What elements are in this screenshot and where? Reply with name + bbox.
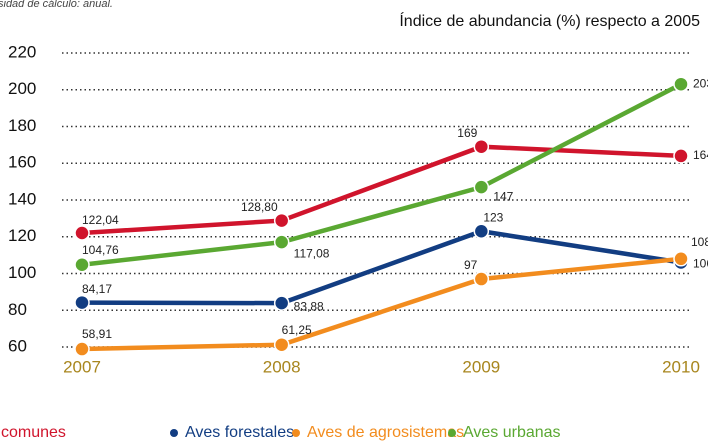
legend-label: Aves forestales xyxy=(185,424,294,441)
data-point xyxy=(74,225,90,241)
data-label: 106 xyxy=(693,257,708,271)
y-tick-label: 140 xyxy=(8,189,36,208)
data-point xyxy=(673,148,689,164)
y-tick-label: 160 xyxy=(8,153,36,172)
y-tick-label: 180 xyxy=(8,116,36,135)
data-label: 123 xyxy=(483,210,503,224)
data-label: 58,91 xyxy=(82,327,112,341)
data-point xyxy=(473,223,490,239)
data-label: 117,08 xyxy=(294,246,330,260)
data-label: 108 xyxy=(691,235,708,249)
data-label: 84,17 xyxy=(82,282,112,296)
y-tick-label: 120 xyxy=(8,226,36,245)
x-tick-label: 2009 xyxy=(462,357,500,376)
x-tick-label: 2010 xyxy=(662,357,700,376)
data-point xyxy=(473,179,490,195)
data-point xyxy=(273,336,290,353)
data-point xyxy=(273,295,290,311)
series-line xyxy=(81,256,682,352)
series-line xyxy=(81,228,682,306)
x-tick-label: 2007 xyxy=(63,357,101,376)
series-line xyxy=(81,82,683,267)
legend-label: Aves urbanas xyxy=(463,424,561,441)
data-label: 61,25 xyxy=(282,323,312,337)
data-label: 104,76 xyxy=(82,243,119,257)
data-point xyxy=(473,138,490,155)
legend-marker xyxy=(292,429,300,437)
data-label: 164 xyxy=(693,148,708,162)
data-point xyxy=(74,294,90,311)
y-tick-label: 100 xyxy=(8,263,36,282)
data-label: 122,04 xyxy=(82,213,119,227)
data-point xyxy=(74,341,90,357)
legend-marker xyxy=(170,429,178,437)
y-tick-label: 60 xyxy=(8,337,27,356)
subtitle: sidad de cálculo: anual. xyxy=(0,0,113,10)
x-tick-label: 2008 xyxy=(263,357,301,376)
legend-label: comunes xyxy=(1,424,66,441)
data-point xyxy=(273,234,290,250)
data-point xyxy=(273,212,290,229)
data-label: 97 xyxy=(464,258,478,272)
data-label: 128,80 xyxy=(241,200,278,214)
data-label: 147 xyxy=(493,189,513,203)
legend-marker xyxy=(448,429,456,437)
data-label: 83,88 xyxy=(294,299,324,313)
y-tick-label: 80 xyxy=(8,300,27,319)
data-point xyxy=(473,271,490,287)
data-label: 203 xyxy=(693,76,708,90)
legend-label: Aves de agrosistemas xyxy=(307,424,464,441)
y-tick-label: 200 xyxy=(8,79,36,98)
data-label: 169 xyxy=(457,126,477,140)
data-point xyxy=(74,257,90,273)
data-point xyxy=(673,251,689,267)
series-line xyxy=(81,144,682,236)
y-tick-label: 220 xyxy=(8,42,36,61)
y-axis-title: Índice de abundancia (%) respecto a 2005 xyxy=(399,11,700,30)
data-point xyxy=(673,76,689,92)
